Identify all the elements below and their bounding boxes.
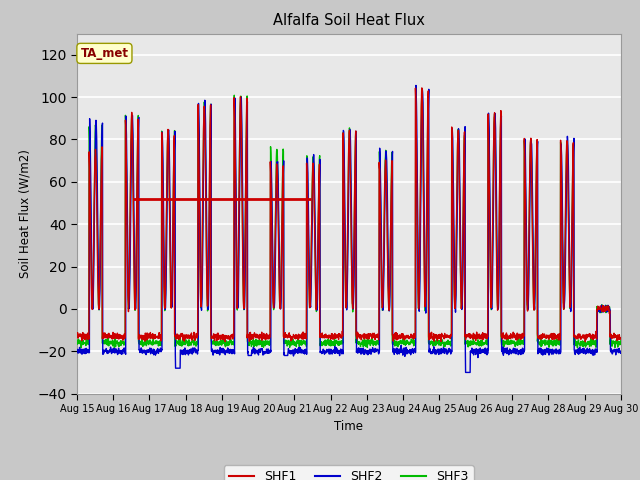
Legend: SHF1, SHF2, SHF3: SHF1, SHF2, SHF3 [224, 465, 474, 480]
Y-axis label: Soil Heat Flux (W/m2): Soil Heat Flux (W/m2) [19, 149, 32, 278]
Title: Alfalfa Soil Heat Flux: Alfalfa Soil Heat Flux [273, 13, 425, 28]
Text: TA_met: TA_met [81, 47, 129, 60]
X-axis label: Time: Time [334, 420, 364, 432]
